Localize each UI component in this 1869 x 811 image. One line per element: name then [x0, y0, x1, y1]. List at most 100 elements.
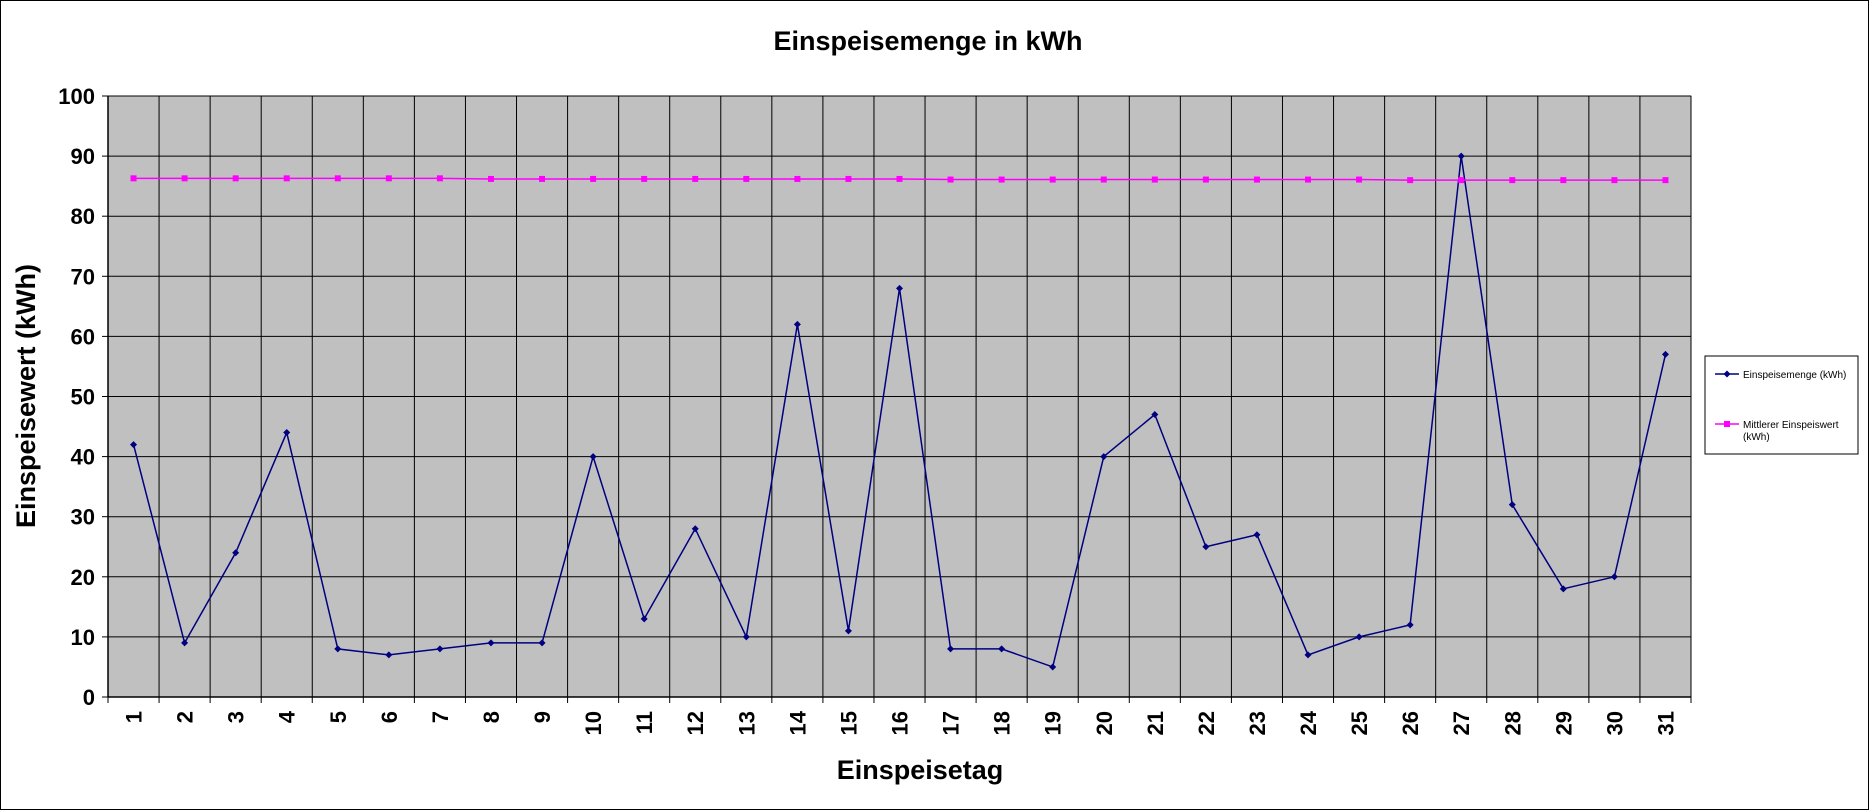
data-point [487, 175, 494, 182]
y-tick-label: 40 [71, 445, 95, 470]
data-point [487, 639, 495, 647]
data-point [232, 549, 240, 557]
data-point [283, 429, 291, 437]
x-tick-label: 27 [1449, 711, 1474, 735]
data-point [1304, 651, 1312, 659]
data-point [1661, 350, 1669, 358]
y-tick-label: 0 [83, 685, 95, 710]
x-tick-label: 5 [326, 711, 351, 723]
data-point [1202, 176, 1209, 183]
data-point [947, 645, 955, 653]
data-point [385, 651, 393, 659]
data-point [793, 320, 801, 328]
data-point [743, 175, 750, 182]
x-axis-label: Einspeisetag [837, 755, 1004, 785]
data-point [232, 175, 239, 182]
legend-item-einspeisemenge: Einspeisemenge (kWh) [1715, 370, 1846, 381]
y-tick-label: 70 [71, 264, 95, 289]
legend-item-mittlerer: Mittlerer Einspeiswert (kWh) [1715, 420, 1839, 443]
data-point [692, 175, 699, 182]
data-point [590, 175, 597, 182]
data-point [1407, 177, 1414, 184]
x-tick-label: 31 [1653, 711, 1678, 735]
legend-label-mittlerer-line-1: Mittlerer Einspeiswert [1743, 420, 1839, 431]
data-point [1151, 411, 1159, 419]
data-point [130, 175, 137, 182]
data-point [436, 175, 443, 182]
y-axis-label: Einspeisewert (kWh) [11, 264, 41, 528]
x-tick-label: 12 [683, 711, 708, 735]
x-tick-label: 29 [1551, 711, 1576, 735]
data-point [640, 615, 648, 623]
x-tick-label: 13 [734, 711, 759, 735]
data-point [334, 175, 341, 182]
data-point [794, 175, 801, 182]
data-point [896, 284, 903, 292]
legend: Einspeisemenge (kWh) Mittlerer Einspeisw… [1704, 355, 1859, 455]
data-point [998, 176, 1005, 183]
data-point [436, 645, 444, 653]
data-point [1560, 177, 1567, 184]
y-tick-label: 10 [71, 625, 95, 650]
data-point [844, 627, 852, 635]
x-tick-label: 3 [224, 711, 249, 723]
x-tick-label: 4 [275, 710, 300, 723]
data-point [1559, 585, 1567, 593]
x-tick-label: 6 [377, 711, 402, 723]
x-tick-label: 17 [939, 711, 964, 735]
data-point [947, 176, 954, 183]
data-point [742, 633, 750, 641]
x-tick-label: 1 [122, 711, 147, 723]
data-point [181, 639, 189, 647]
x-tick-label: 23 [1245, 711, 1270, 735]
x-tick-label: 10 [581, 711, 606, 735]
x-tick-label: 15 [836, 711, 861, 735]
data-point [181, 175, 188, 182]
data-point [539, 175, 546, 182]
y-tick-label: 80 [71, 204, 95, 229]
data-point [385, 175, 392, 182]
data-series [130, 152, 1669, 671]
series-1 [130, 175, 1669, 184]
legend-label-einspeisemenge: Einspeisemenge (kWh) [1743, 370, 1846, 381]
x-tick-label: 8 [479, 711, 504, 723]
x-tick-label: 2 [173, 711, 198, 723]
data-point [1305, 176, 1312, 183]
x-tick-label: 16 [888, 711, 913, 735]
x-tick-label: 18 [990, 711, 1015, 735]
legend-box [1704, 355, 1859, 455]
data-point [1100, 453, 1108, 461]
y-axis-ticks: 0 10 20 30 40 50 60 70 80 90 100 [58, 84, 95, 710]
data-point [641, 175, 648, 182]
y-tick-label: 90 [71, 144, 95, 169]
data-point [1202, 543, 1210, 551]
data-point [1509, 177, 1516, 184]
data-point [334, 645, 342, 653]
legend-label-mittlerer-line-2: (kWh) [1743, 432, 1770, 443]
data-point [1662, 177, 1669, 184]
x-tick-label: 11 [632, 711, 657, 734]
axes [102, 95, 1692, 703]
x-tick-label: 24 [1296, 710, 1321, 735]
data-point [1457, 152, 1465, 160]
x-tick-label: 25 [1347, 711, 1372, 735]
data-point [1100, 176, 1107, 183]
data-point [896, 175, 903, 182]
data-point [1508, 501, 1516, 509]
data-point [1611, 177, 1618, 184]
x-tick-label: 9 [530, 711, 555, 723]
data-point [1049, 663, 1057, 671]
y-tick-label: 20 [71, 565, 95, 590]
chart-title: Einspeisemenge in kWh [773, 26, 1082, 56]
legend-marker-einspeisemenge [1723, 370, 1731, 378]
x-tick-label: 20 [1092, 711, 1117, 735]
x-tick-label: 21 [1143, 711, 1168, 735]
data-point [283, 175, 290, 182]
data-point [1049, 176, 1056, 183]
data-point [589, 453, 597, 461]
data-point [998, 645, 1006, 653]
y-tick-label: 100 [58, 84, 95, 109]
x-tick-label: 14 [785, 710, 810, 735]
